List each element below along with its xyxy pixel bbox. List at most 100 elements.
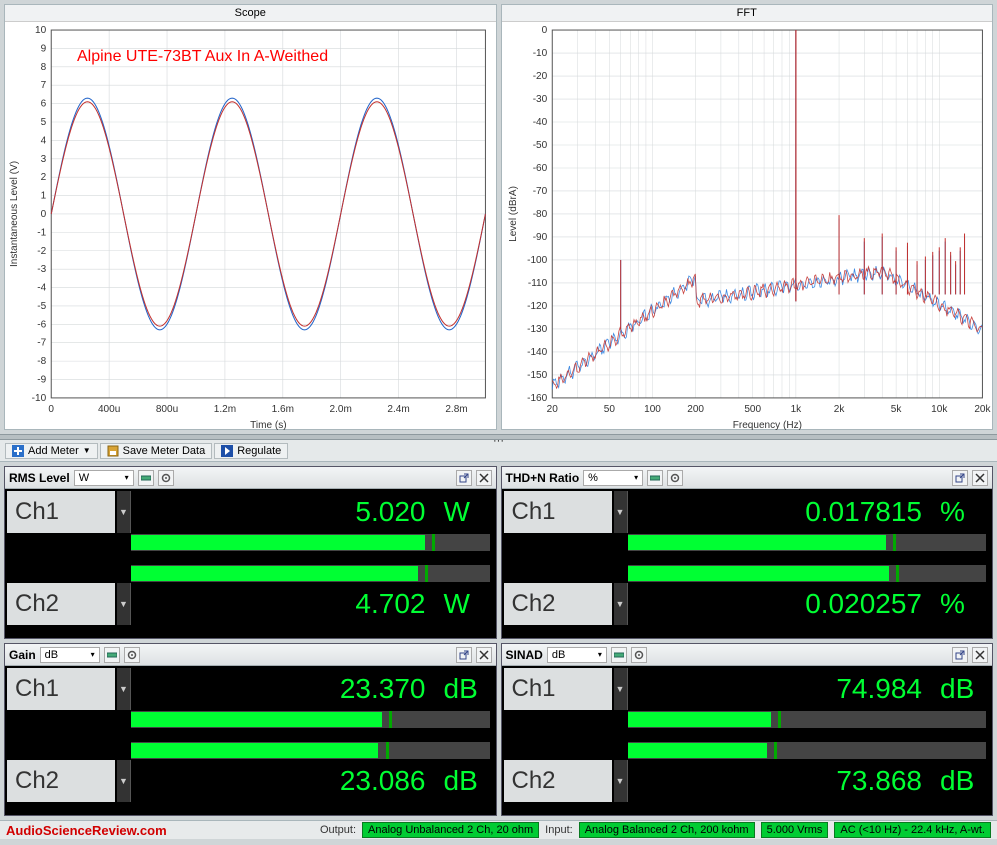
svg-text:-150: -150	[527, 370, 548, 381]
fft-title: FFT	[502, 5, 993, 22]
plus-icon	[12, 445, 24, 457]
unit-select[interactable]: %▾	[583, 470, 643, 486]
svg-text:Time (s): Time (s)	[250, 420, 286, 431]
meter-readout: Ch2 ▼ 0.020257 %	[504, 583, 991, 625]
channel-dropdown[interactable]: ▼	[614, 668, 628, 710]
svg-text:500: 500	[744, 404, 761, 415]
channel-dropdown[interactable]: ▼	[117, 491, 131, 533]
popout-icon[interactable]	[456, 470, 472, 486]
regulate-button[interactable]: Regulate	[214, 443, 288, 459]
svg-text:Instantaneous Level (V): Instantaneous Level (V)	[9, 161, 20, 267]
svg-text:-60: -60	[532, 163, 547, 174]
value-display: 5.020 W	[131, 491, 494, 533]
svg-text:5: 5	[41, 117, 47, 128]
svg-text:20k: 20k	[974, 404, 991, 415]
gear-icon[interactable]	[631, 647, 647, 663]
svg-text:0: 0	[541, 25, 547, 36]
channel-dropdown[interactable]: ▼	[117, 760, 131, 802]
unit-select[interactable]: dB▾	[547, 647, 607, 663]
scope-title: Scope	[5, 5, 496, 22]
scope-annotation: Alpine UTE-73BT Aux In A-Weithed	[77, 48, 328, 66]
close-icon[interactable]	[972, 470, 988, 486]
svg-text:200: 200	[687, 404, 704, 415]
svg-text:-110: -110	[527, 278, 547, 289]
svg-text:-9: -9	[37, 375, 46, 386]
bar-zone	[7, 741, 494, 760]
scope-body: -10-9-8-7-6-5-4-3-2-10123456789100400u80…	[5, 22, 496, 432]
close-icon[interactable]	[476, 470, 492, 486]
scope-chart: -10-9-8-7-6-5-4-3-2-10123456789100400u80…	[5, 22, 496, 432]
svg-text:-1: -1	[37, 227, 46, 238]
bar-fill	[131, 535, 425, 550]
popout-icon[interactable]	[952, 647, 968, 663]
limits-button[interactable]	[138, 470, 154, 486]
svg-text:-3: -3	[37, 264, 46, 275]
value-number: 5.020	[355, 496, 425, 528]
value-unit: dB	[940, 673, 984, 705]
channel-label: Ch2	[504, 760, 614, 802]
unit-select[interactable]: W▾	[74, 470, 134, 486]
svg-text:100: 100	[644, 404, 661, 415]
svg-text:20: 20	[546, 404, 558, 415]
input-chip: Analog Balanced 2 Ch, 200 kohm	[579, 822, 755, 838]
meter-header: RMS Level W▾	[5, 467, 496, 489]
channel-dropdown[interactable]: ▼	[117, 668, 131, 710]
bar-zone	[7, 564, 494, 583]
unit-select[interactable]: dB▾	[40, 647, 100, 663]
channel-dropdown[interactable]: ▼	[614, 760, 628, 802]
svg-text:400u: 400u	[98, 404, 120, 415]
bar-zone	[7, 710, 494, 729]
chevron-down-icon: ▾	[125, 473, 129, 482]
bar-peak	[389, 711, 392, 728]
svg-text:Level (dBrA): Level (dBrA)	[508, 186, 519, 242]
save-meter-label: Save Meter Data	[123, 445, 206, 457]
value-number: 23.370	[340, 673, 426, 705]
channel-label: Ch1	[504, 491, 614, 533]
meter-body: Ch1 ▼ 5.020 W	[5, 489, 496, 638]
gear-icon[interactable]	[124, 647, 140, 663]
bar-track	[131, 742, 490, 759]
svg-text:2: 2	[41, 172, 47, 183]
gear-icon[interactable]	[158, 470, 174, 486]
channel-dropdown[interactable]: ▼	[614, 583, 628, 625]
limits-button[interactable]	[611, 647, 627, 663]
value-display: 0.020257 %	[628, 583, 991, 625]
meter-readout: Ch2 ▼ 73.868 dB	[504, 760, 991, 802]
channel-label: Ch2	[504, 583, 614, 625]
limits-button[interactable]	[104, 647, 120, 663]
svg-text:-130: -130	[527, 324, 548, 335]
meter-panel: SINAD dB▾ Ch1 ▼ 74.984 dB	[501, 643, 994, 816]
svg-text:2.4m: 2.4m	[387, 404, 409, 415]
value-display: 74.984 dB	[628, 668, 991, 710]
meter-row: Ch1 ▼ 5.020 W	[7, 491, 494, 564]
meter-row: Ch1 ▼ 23.370 dB	[7, 668, 494, 741]
limits-button[interactable]	[647, 470, 663, 486]
meter-name: SINAD	[506, 648, 543, 662]
close-icon[interactable]	[972, 647, 988, 663]
channel-dropdown[interactable]: ▼	[117, 583, 131, 625]
channel-label: Ch1	[7, 668, 117, 710]
bar-fill	[131, 743, 378, 758]
channel-label: Ch2	[7, 583, 117, 625]
meter-row: Ch2 ▼ 23.086 dB	[7, 741, 494, 814]
svg-text:1: 1	[41, 191, 47, 202]
bar-track	[131, 534, 490, 551]
svg-text:1.2m: 1.2m	[214, 404, 236, 415]
svg-text:-160: -160	[527, 393, 548, 404]
meter-body: Ch1 ▼ 23.370 dB	[5, 666, 496, 815]
svg-text:2k: 2k	[833, 404, 845, 415]
popout-icon[interactable]	[952, 470, 968, 486]
gear-icon[interactable]	[667, 470, 683, 486]
svg-text:10k: 10k	[931, 404, 948, 415]
save-meter-button[interactable]: Save Meter Data	[100, 443, 213, 459]
channel-dropdown[interactable]: ▼	[614, 491, 628, 533]
add-meter-button[interactable]: Add Meter ▼	[5, 443, 98, 459]
svg-text:9: 9	[41, 43, 47, 54]
meter-body: Ch1 ▼ 74.984 dB	[502, 666, 993, 815]
bar-zone	[7, 533, 494, 552]
svg-text:-30: -30	[532, 94, 547, 105]
top-charts-row: Scope -10-9-8-7-6-5-4-3-2-10123456789100…	[0, 0, 997, 434]
bar-peak	[386, 742, 389, 759]
close-icon[interactable]	[476, 647, 492, 663]
popout-icon[interactable]	[456, 647, 472, 663]
